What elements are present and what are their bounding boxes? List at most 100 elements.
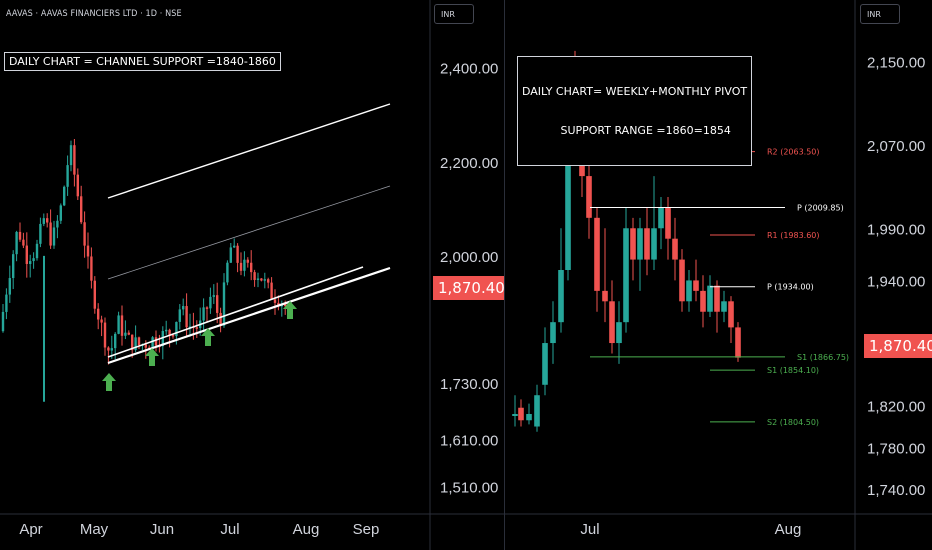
currency-label[interactable]: INR bbox=[434, 4, 474, 24]
candle-body bbox=[728, 301, 734, 328]
candle-body bbox=[32, 258, 35, 262]
right-chart-pane[interactable]: 2,150.00 2,070.00 1,990.00 1,940.00 1,820.00… bbox=[505, 0, 932, 550]
y-tick-label: 1,940.00 bbox=[867, 273, 925, 290]
candle-body bbox=[239, 262, 243, 271]
candle-body bbox=[18, 231, 22, 240]
pivot-level-label: R1 (1983.60) bbox=[767, 231, 820, 240]
candle-body bbox=[35, 243, 39, 259]
candle-body bbox=[59, 205, 62, 221]
candle-body bbox=[594, 217, 600, 291]
x-tick-label: Jul bbox=[220, 521, 239, 538]
candle-body bbox=[222, 282, 226, 326]
candle-body bbox=[518, 407, 524, 421]
y-tick-label: 2,150.00 bbox=[867, 54, 925, 71]
candle-body bbox=[260, 278, 263, 281]
candle-body bbox=[5, 294, 8, 312]
y-tick-label: 1,730.00 bbox=[440, 376, 498, 393]
candle-body bbox=[558, 270, 564, 323]
candle-body bbox=[512, 414, 518, 416]
candle-body bbox=[721, 301, 727, 312]
support-arrow-icon bbox=[201, 328, 215, 346]
candle-body bbox=[273, 299, 277, 303]
pivot-note-line1: DAILY CHART= WEEKLY+MONTHLY PIVOT bbox=[522, 85, 748, 98]
candle-body bbox=[63, 186, 66, 206]
candle-body bbox=[202, 307, 205, 321]
candle-body bbox=[534, 395, 540, 427]
candle-body bbox=[144, 344, 147, 348]
candle-body bbox=[246, 259, 249, 263]
candle-body bbox=[672, 238, 678, 260]
candle-body bbox=[80, 196, 83, 223]
candle-body bbox=[107, 347, 110, 351]
candle-body bbox=[526, 414, 532, 421]
channel-upper-line bbox=[107, 103, 391, 199]
candle-body bbox=[243, 259, 246, 271]
candle-body bbox=[25, 245, 28, 264]
candle-body bbox=[256, 278, 260, 280]
candle-body bbox=[12, 254, 15, 279]
y-tick-label: 1,990.00 bbox=[867, 221, 925, 238]
candle-body bbox=[151, 337, 154, 348]
candle-body bbox=[270, 282, 273, 300]
candle-body bbox=[216, 295, 219, 313]
candle-body bbox=[630, 228, 636, 260]
candle-body bbox=[700, 290, 706, 312]
channel-support-note: DAILY CHART = CHANNEL SUPPORT =1840-1860 bbox=[4, 52, 281, 71]
candle-body bbox=[219, 312, 222, 326]
y-tick-label: 1,820.00 bbox=[867, 399, 925, 416]
y-tick-label: 1,740.00 bbox=[867, 482, 925, 499]
x-tick-label: Jun bbox=[150, 521, 174, 538]
candle-body bbox=[205, 307, 209, 309]
candle-body bbox=[90, 256, 93, 281]
candle-body bbox=[161, 331, 164, 347]
candle-body bbox=[233, 245, 236, 248]
candle-body bbox=[127, 332, 130, 335]
candle-body bbox=[131, 334, 134, 351]
pivot-level-label: S2 (1804.50) bbox=[767, 418, 819, 427]
candle-body bbox=[168, 329, 171, 335]
x-tick-label: Sep bbox=[353, 521, 380, 538]
candle-body bbox=[586, 176, 592, 218]
candle-body bbox=[171, 334, 175, 337]
candle-body bbox=[52, 227, 56, 246]
left-chart-pane[interactable]: 2,400.00 2,200.00 2,000.00 1,730.00 1,610.00… bbox=[0, 0, 510, 550]
candle-body bbox=[209, 296, 212, 309]
candle-body bbox=[15, 231, 18, 255]
candle-body bbox=[679, 259, 685, 302]
candle-body bbox=[284, 303, 287, 307]
candle-body bbox=[665, 207, 671, 239]
candle-body bbox=[97, 308, 100, 320]
candle-body bbox=[658, 207, 664, 229]
pivot-note-line2: SUPPORT RANGE =1860=1854 bbox=[522, 124, 731, 137]
candle-body bbox=[100, 319, 103, 323]
candle-body bbox=[707, 285, 713, 312]
last-price-tag: 1,870.40 bbox=[433, 276, 510, 300]
candle-body bbox=[165, 329, 168, 332]
candle-body bbox=[124, 332, 127, 336]
pivot-level-label: S1 (1854.10) bbox=[767, 366, 819, 375]
candle-body bbox=[1, 311, 5, 332]
candle-body bbox=[86, 245, 90, 257]
right-chart-plot[interactable]: 2,150.00 2,070.00 1,990.00 1,940.00 1,820.00… bbox=[505, 0, 932, 550]
left-chart-plot[interactable]: 2,400.00 2,200.00 2,000.00 1,730.00 1,610.00… bbox=[0, 0, 504, 550]
candle-body bbox=[253, 272, 256, 280]
candle-body bbox=[623, 228, 629, 323]
currency-label-right[interactable]: INR bbox=[860, 4, 900, 24]
y-tick-label: 2,200.00 bbox=[440, 155, 498, 172]
y-tick-label: 2,000.00 bbox=[440, 249, 498, 266]
candle-body bbox=[735, 327, 741, 358]
symbol-title: AAVAS · AAVAS FINANCIERS LTD · 1D · NSE bbox=[6, 9, 182, 19]
candle-body bbox=[29, 261, 32, 264]
channel-lower-line-2 bbox=[107, 266, 391, 365]
y-tick-label: 2,070.00 bbox=[867, 138, 925, 155]
candle-body bbox=[714, 285, 720, 312]
candle-body bbox=[609, 301, 615, 344]
candle-body bbox=[39, 223, 42, 244]
x-tick-label: Aug bbox=[775, 521, 802, 538]
candle-body bbox=[637, 228, 643, 260]
pivot-support-note: DAILY CHART= WEEKLY+MONTHLY PIVOT SUPPOR… bbox=[517, 56, 753, 166]
candle-body bbox=[83, 222, 86, 246]
candle-body bbox=[69, 145, 73, 166]
y-tick-label: 1,610.00 bbox=[440, 432, 498, 449]
channel-middle-line bbox=[107, 185, 391, 280]
